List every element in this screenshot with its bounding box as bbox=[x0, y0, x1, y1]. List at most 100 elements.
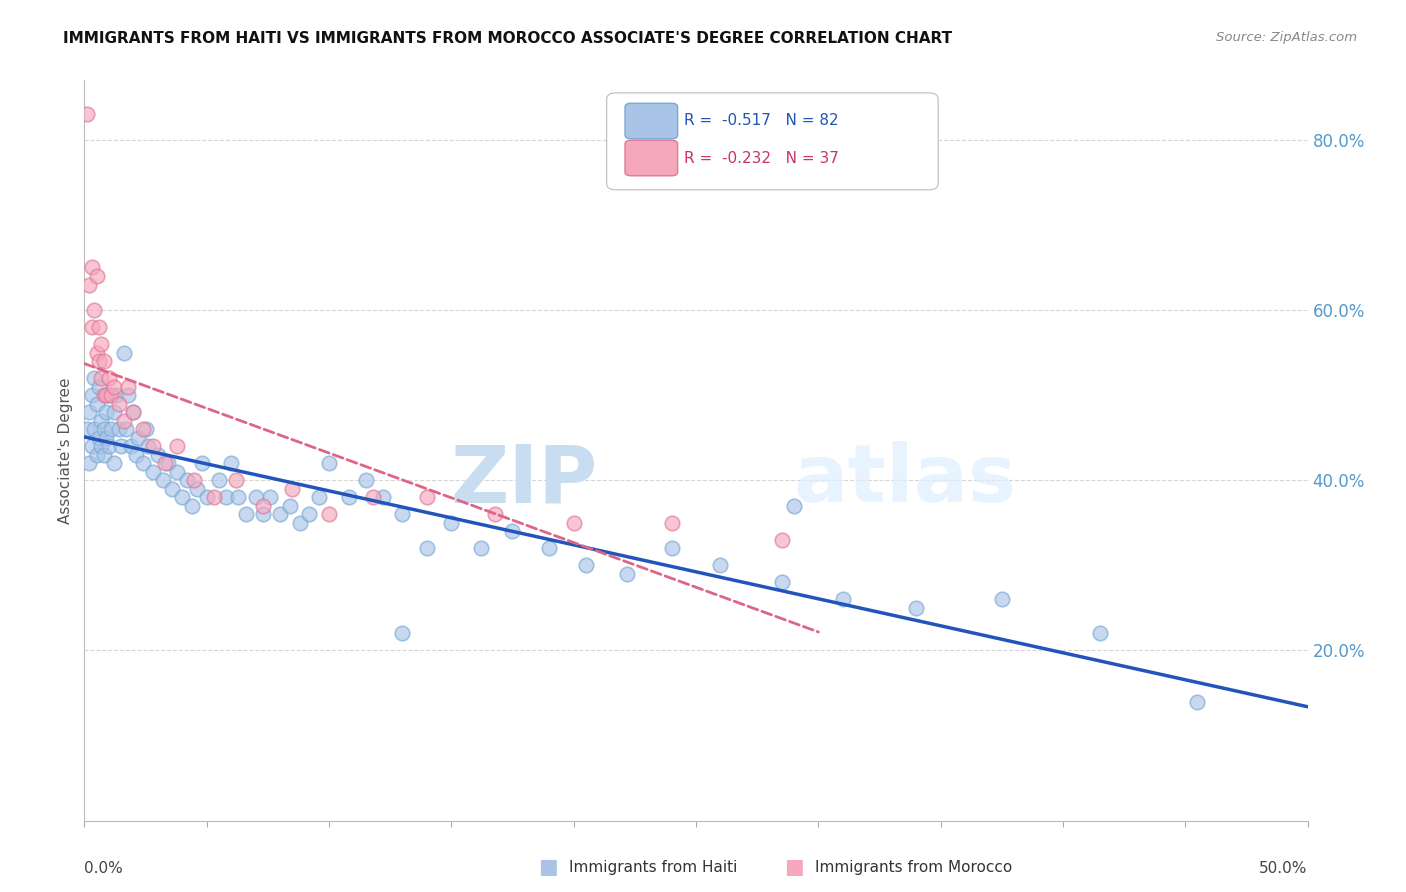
Point bbox=[110, 439, 132, 453]
Point bbox=[661, 541, 683, 556]
Point bbox=[166, 465, 188, 479]
Point bbox=[87, 379, 110, 393]
Point bbox=[318, 508, 340, 522]
Point bbox=[120, 439, 142, 453]
Point bbox=[103, 405, 125, 419]
Text: Source: ZipAtlas.com: Source: ZipAtlas.com bbox=[1216, 31, 1357, 45]
Text: Immigrants from Haiti: Immigrants from Haiti bbox=[569, 860, 738, 874]
Point bbox=[142, 465, 165, 479]
Point bbox=[219, 456, 242, 470]
Point bbox=[142, 439, 165, 453]
Point bbox=[195, 490, 218, 504]
Point bbox=[80, 260, 103, 275]
Point bbox=[127, 431, 149, 445]
Point bbox=[76, 107, 98, 121]
Point bbox=[83, 422, 105, 436]
Point bbox=[281, 482, 304, 496]
Point bbox=[112, 345, 135, 359]
Point bbox=[132, 456, 155, 470]
Point bbox=[122, 405, 145, 419]
Point bbox=[225, 473, 247, 487]
Text: 0.0%: 0.0% bbox=[84, 862, 124, 876]
Point bbox=[100, 422, 122, 436]
Point bbox=[538, 541, 561, 556]
Point bbox=[1187, 694, 1209, 708]
Point bbox=[103, 456, 125, 470]
Point bbox=[80, 388, 103, 402]
Point bbox=[191, 456, 214, 470]
Point bbox=[215, 490, 238, 504]
Point bbox=[991, 592, 1014, 607]
Point bbox=[153, 456, 176, 470]
Point bbox=[77, 277, 100, 292]
Point bbox=[176, 473, 198, 487]
Point bbox=[470, 541, 492, 556]
Point bbox=[86, 268, 108, 283]
Point bbox=[361, 490, 384, 504]
Point bbox=[117, 388, 139, 402]
Point bbox=[562, 516, 585, 530]
Point bbox=[132, 422, 155, 436]
Point bbox=[97, 388, 120, 402]
Point bbox=[709, 558, 731, 573]
FancyBboxPatch shape bbox=[626, 140, 678, 176]
Point bbox=[86, 345, 108, 359]
Point bbox=[1088, 626, 1111, 640]
Point bbox=[136, 439, 159, 453]
Text: 50.0%: 50.0% bbox=[1260, 862, 1308, 876]
Point bbox=[502, 524, 524, 539]
Point bbox=[416, 490, 439, 504]
Point bbox=[228, 490, 250, 504]
Text: ■: ■ bbox=[538, 857, 558, 877]
Point bbox=[661, 516, 683, 530]
Point bbox=[83, 371, 105, 385]
Point bbox=[87, 354, 110, 368]
Point bbox=[371, 490, 394, 504]
Point bbox=[83, 303, 105, 318]
Point bbox=[337, 490, 360, 504]
Point bbox=[100, 388, 122, 402]
Point bbox=[298, 508, 321, 522]
Point bbox=[90, 414, 112, 428]
Point bbox=[90, 439, 112, 453]
Point bbox=[391, 508, 413, 522]
Point bbox=[166, 439, 188, 453]
Point bbox=[80, 320, 103, 334]
Point bbox=[905, 600, 928, 615]
Point bbox=[245, 490, 267, 504]
Point bbox=[97, 439, 120, 453]
Text: IMMIGRANTS FROM HAITI VS IMMIGRANTS FROM MOROCCO ASSOCIATE'S DEGREE CORRELATION : IMMIGRANTS FROM HAITI VS IMMIGRANTS FROM… bbox=[63, 31, 952, 46]
Point bbox=[416, 541, 439, 556]
Point bbox=[93, 448, 115, 462]
Point bbox=[278, 499, 301, 513]
Text: ZIP: ZIP bbox=[451, 441, 598, 519]
Text: R =  -0.232   N = 37: R = -0.232 N = 37 bbox=[683, 151, 838, 166]
Point bbox=[96, 388, 118, 402]
Point bbox=[288, 516, 311, 530]
Point bbox=[783, 499, 806, 513]
Point bbox=[115, 422, 138, 436]
Point bbox=[77, 405, 100, 419]
Point bbox=[93, 354, 115, 368]
Point bbox=[86, 448, 108, 462]
Point bbox=[77, 456, 100, 470]
Point bbox=[87, 320, 110, 334]
Point bbox=[112, 414, 135, 428]
Point bbox=[770, 575, 793, 590]
Y-axis label: Associate's Degree: Associate's Degree bbox=[58, 377, 73, 524]
Text: ■: ■ bbox=[785, 857, 804, 877]
Point bbox=[96, 431, 118, 445]
Point bbox=[269, 508, 291, 522]
Point bbox=[172, 490, 194, 504]
Point bbox=[117, 379, 139, 393]
Point bbox=[122, 405, 145, 419]
Point bbox=[252, 508, 274, 522]
Point bbox=[208, 473, 231, 487]
Point bbox=[93, 422, 115, 436]
Point bbox=[107, 397, 129, 411]
Point bbox=[354, 473, 377, 487]
Point bbox=[616, 566, 638, 581]
Text: atlas: atlas bbox=[794, 441, 1017, 519]
Point bbox=[135, 422, 157, 436]
Point bbox=[318, 456, 340, 470]
